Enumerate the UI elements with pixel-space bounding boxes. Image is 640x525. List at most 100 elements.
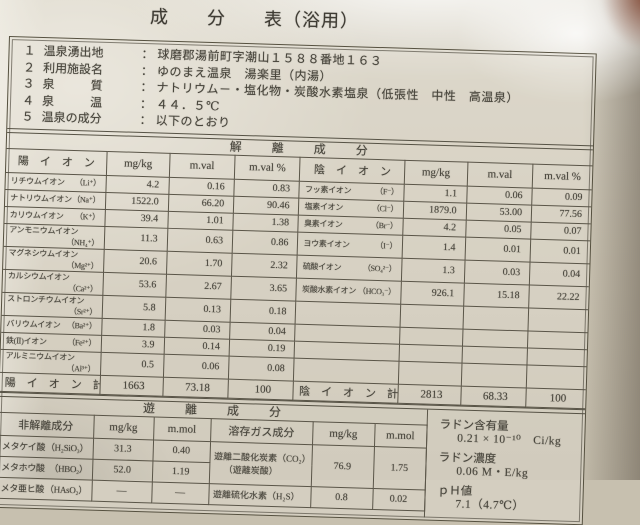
header-mmol: m.mol	[153, 416, 211, 442]
value-cell: 1.8	[101, 317, 165, 337]
info-section: １ 温泉湧出地 ： 球磨郡湯前町字潮山１５８８番地１６３ ２ 利用施設名 ： ゆ…	[7, 37, 595, 145]
item-colon: ：	[139, 112, 152, 128]
component-cell: メタホウ酸 （HBO₂）	[0, 455, 93, 480]
value-cell: 0.04	[229, 321, 296, 341]
item-colon: ：	[140, 63, 154, 78]
ion-cell: ヨウ素イオン （I⁻）	[297, 231, 403, 258]
value-cell: 3.65	[230, 275, 297, 301]
value-cell: 1.75	[372, 446, 426, 490]
value-cell: 90.46	[233, 195, 300, 215]
ion-formula: （I⁻）	[375, 240, 398, 251]
value-cell: 68.33	[460, 385, 527, 407]
ion-name: ヨウ素イオン	[303, 238, 350, 250]
value-cell: 0.02	[372, 487, 425, 511]
value-cell: 0.06	[466, 185, 533, 205]
ion-formula: （Al³⁺）	[66, 363, 96, 374]
ion-name: 炭酸水素イオン	[301, 284, 357, 296]
value-cell: 4.2	[402, 217, 466, 237]
ion-name: ストロンチウムイオン	[7, 293, 85, 305]
value-cell: 0.04	[529, 261, 590, 287]
ion-name: カルシウムイオン	[7, 270, 70, 282]
value-cell: —	[91, 479, 152, 503]
dissolved-components-table: 陽 イ オ ン mg/kg m.val m.val % 陰 イ オ ン mg/k…	[0, 147, 593, 409]
value-cell: 1.70	[166, 250, 233, 276]
header-mval-pct: m.val %	[234, 154, 301, 181]
ion-formula: （F⁻）	[375, 186, 399, 197]
value-cell: 22.22	[528, 284, 589, 310]
header-mval-pct: m.val %	[532, 163, 593, 190]
empty-cell	[526, 364, 587, 390]
item-colon: ：	[141, 46, 154, 62]
value-cell: 0.08	[228, 355, 295, 381]
item-number: ４	[21, 92, 35, 108]
radon-panel: ラドン含有量 0.21 × 10⁻¹⁰ Ci/kg ラドン濃度 0.06 M・E…	[423, 409, 586, 522]
item-number: ２	[22, 59, 36, 75]
item-number: ３	[22, 76, 35, 91]
component-cell: メタケイ酸 （H₂SiO₃）	[0, 434, 94, 459]
value-cell: 0.01	[464, 236, 531, 262]
value-cell: 0.03	[463, 259, 531, 285]
component-formula: （H₂SiO₃）	[45, 442, 89, 454]
value-cell: 39.4	[105, 208, 168, 228]
bottom-section: 遊 離 成 分 非解離成分 mg/kg m.mol 溶存ガス成分 mg/kg m…	[0, 396, 586, 522]
anion-total-label: 陰 イ オ ン 計	[293, 380, 399, 403]
ion-cell: カルシウムイオン （Ca²⁺）	[2, 268, 104, 295]
ion-formula: （SO₄²⁻）	[362, 263, 397, 274]
value-cell: 52.0	[91, 458, 153, 482]
component-name: メタケイ酸	[1, 440, 46, 453]
value-cell: 0.03	[164, 319, 231, 339]
ion-name: カリウムイオン	[9, 210, 64, 221]
value-cell: 1.4	[402, 234, 466, 260]
ion-name: アルミニウムイオン	[5, 350, 75, 362]
ion-cell: アンモニウムイオン （NH₄⁺）	[3, 222, 106, 249]
value-cell: 2.32	[231, 252, 298, 278]
value-cell: 926.1	[400, 280, 464, 306]
value-cell: 76.9	[310, 444, 374, 488]
item-colon: ：	[140, 79, 153, 95]
gas-co2-cell: 遊離二酸化炭素（CO₂） （遊離炭酸）	[208, 441, 313, 487]
empty-cell	[460, 362, 528, 388]
value-cell: 3.9	[101, 334, 165, 354]
value-cell: 73.18	[162, 376, 229, 398]
ion-name: マグネシウムイオン	[8, 247, 79, 259]
item-number: １	[23, 43, 36, 58]
ion-formula: （Br⁻）	[370, 220, 398, 231]
empty-cell	[462, 328, 529, 348]
ion-formula: （Sr²⁺）	[68, 306, 98, 317]
ion-formula: （Li⁺）	[74, 178, 101, 188]
cation-total-label: 陽 イ オ ン 計	[0, 371, 101, 394]
value-cell: 0.8	[310, 486, 373, 509]
component-name: メタホウ酸	[1, 461, 45, 474]
ion-cell: マグネシウムイオン （Mg²⁺）	[3, 245, 105, 272]
ion-formula: （NH₄⁺）	[66, 237, 100, 248]
empty-cell	[293, 357, 400, 384]
header-mval: m.val	[466, 161, 533, 188]
value-cell: 0.13	[164, 296, 231, 322]
ion-formula: （K⁺）	[74, 212, 100, 222]
value-cell: 0.5	[100, 351, 164, 377]
document-frame: １ 温泉湧出地 ： 球磨郡湯前町字潮山１５８８番地１６３ ２ 利用施設名 ： ゆ…	[0, 36, 597, 525]
empty-cell	[462, 305, 529, 331]
value-cell: 0.05	[465, 219, 532, 239]
value-cell: 5.8	[102, 294, 166, 320]
value-cell: 1.01	[167, 210, 234, 230]
ion-name: アンモニウムイオン	[9, 224, 79, 236]
header-nondissociated: 非解離成分	[0, 411, 94, 438]
value-cell: 0.14	[163, 336, 230, 356]
item-colon: ：	[139, 96, 153, 111]
value-cell: 0.07	[530, 221, 591, 241]
ion-cell: 炭酸水素イオン （HCO₃⁻）	[296, 277, 402, 304]
header-anion: 陰 イ オ ン	[299, 156, 406, 184]
radon-concentration-value: 0.06 M・E/kg	[456, 464, 529, 480]
gas-subname: （遊離炭酸）	[223, 464, 278, 477]
radon-concentration-group: ラドン濃度 0.06 M・E/kg	[438, 451, 580, 481]
component-formula: （HAsO₂）	[44, 484, 88, 496]
radon-content-group: ラドン含有量 0.21 × 10⁻¹⁰ Ci/kg	[439, 418, 581, 448]
value-cell: 4.2	[106, 174, 169, 194]
value-cell: 0.40	[152, 439, 211, 463]
empty-cell	[527, 347, 587, 367]
ion-formula: （Ca²⁺）	[67, 283, 98, 294]
ion-name: 臭素イオン	[303, 218, 343, 229]
value-cell: 53.6	[103, 271, 167, 297]
value-cell: 53.00	[465, 202, 532, 222]
